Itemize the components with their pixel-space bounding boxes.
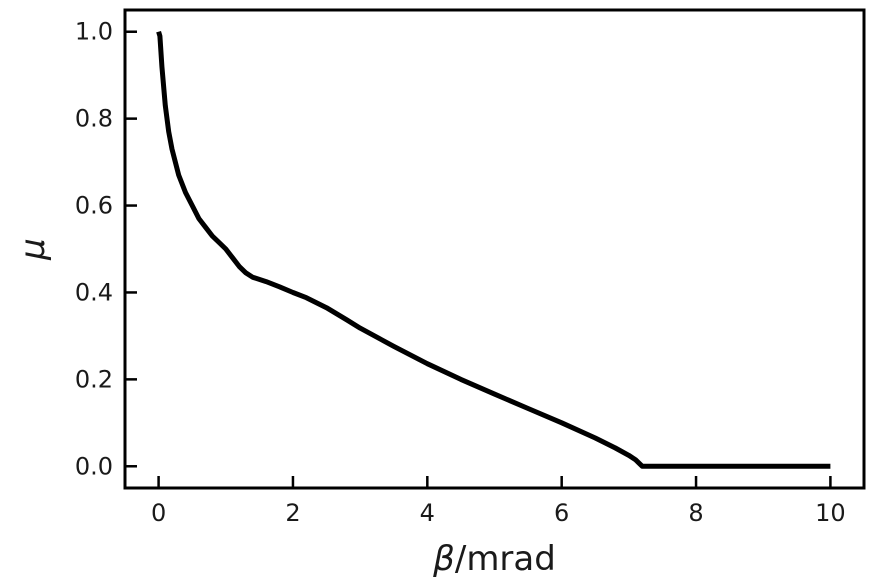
x-axis-label: β/mrad	[432, 539, 556, 579]
x-tick-label: 8	[688, 499, 703, 527]
series-line-group	[156, 30, 831, 469]
x-tick-label: 0	[151, 499, 166, 527]
y-tick-label: 0.2	[75, 365, 113, 393]
y-axis-label: μ	[13, 238, 53, 261]
x-tick-label: 4	[420, 499, 435, 527]
x-tick-label: 10	[815, 499, 846, 527]
y-tick-label: 0.8	[75, 105, 113, 133]
y-axis-ticks: 0.0 0.2 0.4 0.6 0.8 1.0	[75, 18, 137, 480]
y-tick-label: 0.6	[75, 192, 113, 220]
y-tick-label: 0.4	[75, 278, 113, 306]
y-tick-label: 1.0	[75, 18, 113, 46]
x-tick-label: 6	[554, 499, 569, 527]
x-axis-label-unit: /mrad	[455, 539, 556, 579]
x-tick-label: 2	[285, 499, 300, 527]
plot-frame	[123, 8, 866, 490]
x-axis-label-symbol: β	[432, 539, 455, 579]
x-axis-ticks: 0 2 4 6 8 10	[151, 476, 846, 527]
y-tick-label: 0.0	[75, 452, 113, 480]
series-line	[156, 30, 831, 469]
